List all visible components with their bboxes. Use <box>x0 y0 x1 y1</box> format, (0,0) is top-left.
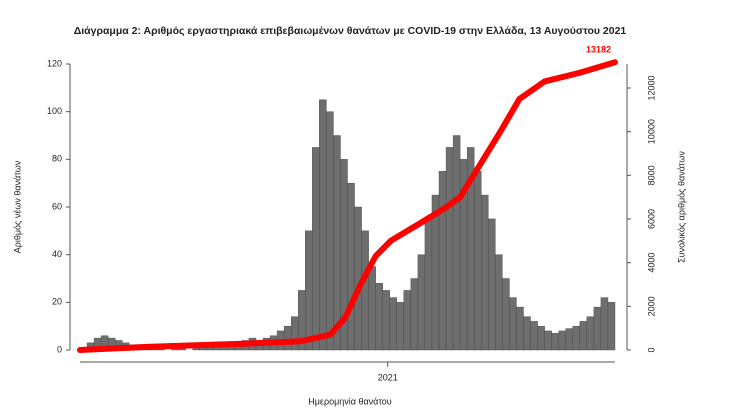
bar <box>607 302 616 351</box>
bar <box>319 99 327 351</box>
bar <box>333 135 341 351</box>
bar <box>558 330 566 351</box>
bar <box>283 325 292 351</box>
bar <box>516 306 524 351</box>
x-tick-label: 2021 <box>378 372 398 382</box>
bar <box>312 147 320 351</box>
bar <box>305 230 313 351</box>
bar <box>544 330 552 351</box>
bar <box>474 171 482 351</box>
y-tick-label: 40 <box>52 249 62 259</box>
y2-tick-label: 8000 <box>646 165 656 185</box>
bar <box>290 316 299 351</box>
bar <box>488 218 496 351</box>
bar <box>417 254 426 351</box>
bar <box>523 316 531 351</box>
y-tick-label: 120 <box>47 58 62 68</box>
bar <box>593 306 602 351</box>
cumulative-line <box>77 59 618 353</box>
bar <box>586 316 595 351</box>
bar <box>389 297 397 351</box>
bar <box>509 297 517 351</box>
chart-title: Διάγραμμα 2: Αριθμός εργαστηριακά επιβεβ… <box>74 25 627 37</box>
bar <box>551 333 559 351</box>
bar <box>347 182 355 351</box>
bar <box>572 325 581 351</box>
bar <box>565 328 573 351</box>
bar <box>396 302 405 351</box>
bar <box>438 171 447 351</box>
y-tick-label: 80 <box>52 154 62 164</box>
bar <box>361 230 369 351</box>
y2-axis-label: Συνολικός αριθμός θανάτων <box>676 151 686 263</box>
y2-tick-label: 12000 <box>646 75 656 100</box>
bar <box>502 278 510 351</box>
bar <box>537 325 545 351</box>
y2-tick-label: 6000 <box>646 209 656 229</box>
bar <box>481 194 489 351</box>
y2-tick-label: 2000 <box>646 296 656 316</box>
bar <box>495 254 503 351</box>
bar <box>452 135 461 351</box>
y2-tick-label: 10000 <box>646 119 656 144</box>
y-tick-label: 0 <box>57 344 62 354</box>
bar <box>579 321 588 351</box>
y-axis-label: Αριθμός νέων θανάτων <box>12 160 22 253</box>
y2-tick-label: 4000 <box>646 253 656 273</box>
bar <box>375 283 383 351</box>
bar <box>530 321 538 351</box>
x-axis-label: Ημερομηνία θανάτου <box>308 396 392 406</box>
bar <box>206 347 214 351</box>
bar <box>326 111 334 351</box>
bar <box>410 278 419 351</box>
y2-tick-label: 0 <box>646 347 656 352</box>
bar <box>445 147 454 351</box>
bar <box>382 290 390 351</box>
y-tick-label: 100 <box>47 106 62 116</box>
bar <box>424 218 433 351</box>
bar <box>600 297 609 351</box>
y-tick-label: 20 <box>52 297 62 307</box>
bar <box>403 290 412 351</box>
y-tick-label: 60 <box>52 201 62 211</box>
annotation: 13182 <box>586 45 611 55</box>
bar <box>368 266 376 351</box>
